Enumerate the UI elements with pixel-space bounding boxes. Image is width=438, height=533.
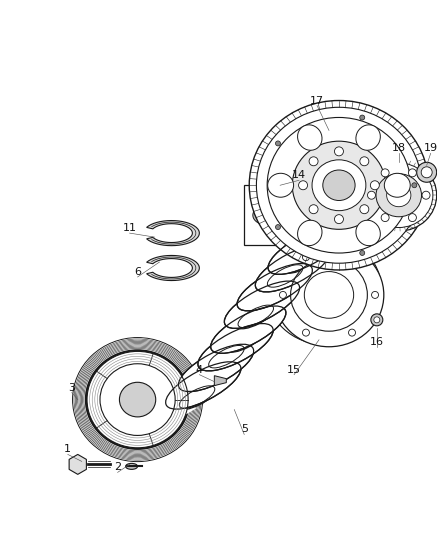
Ellipse shape	[267, 117, 411, 253]
Ellipse shape	[274, 243, 384, 347]
Ellipse shape	[268, 227, 343, 274]
Polygon shape	[69, 455, 86, 474]
Circle shape	[381, 169, 389, 177]
Ellipse shape	[297, 220, 322, 246]
Circle shape	[335, 215, 343, 224]
Circle shape	[408, 214, 417, 222]
Ellipse shape	[255, 245, 331, 292]
Ellipse shape	[236, 304, 276, 329]
Text: 15: 15	[287, 365, 301, 375]
Circle shape	[367, 191, 375, 199]
Text: 5: 5	[241, 424, 248, 434]
Circle shape	[421, 167, 432, 178]
Ellipse shape	[207, 344, 246, 369]
Circle shape	[279, 292, 286, 298]
Text: 6: 6	[134, 267, 141, 277]
Circle shape	[360, 157, 369, 166]
Polygon shape	[147, 255, 199, 280]
Ellipse shape	[237, 263, 312, 311]
Circle shape	[303, 254, 309, 261]
Ellipse shape	[356, 220, 380, 246]
Polygon shape	[253, 205, 280, 225]
Circle shape	[371, 292, 378, 298]
Ellipse shape	[376, 174, 421, 217]
Text: 14: 14	[292, 170, 306, 180]
Ellipse shape	[297, 125, 322, 150]
Ellipse shape	[249, 101, 429, 270]
Circle shape	[412, 183, 417, 188]
Ellipse shape	[290, 259, 367, 331]
Ellipse shape	[365, 163, 433, 228]
Ellipse shape	[256, 107, 421, 263]
Text: 18: 18	[392, 143, 406, 154]
Ellipse shape	[178, 344, 254, 392]
Circle shape	[276, 141, 280, 146]
Text: 19: 19	[424, 143, 438, 154]
Text: 2: 2	[114, 463, 121, 472]
Ellipse shape	[312, 160, 366, 211]
Ellipse shape	[198, 324, 273, 371]
Ellipse shape	[166, 362, 241, 409]
Ellipse shape	[387, 184, 411, 207]
Ellipse shape	[356, 125, 380, 150]
Circle shape	[408, 169, 417, 177]
Circle shape	[303, 329, 309, 336]
Ellipse shape	[293, 225, 333, 250]
Circle shape	[309, 157, 318, 166]
Text: 17: 17	[310, 95, 324, 106]
Circle shape	[360, 251, 365, 255]
Text: 11: 11	[123, 223, 137, 233]
Circle shape	[374, 317, 380, 323]
Ellipse shape	[120, 382, 156, 417]
Circle shape	[417, 163, 437, 182]
Ellipse shape	[163, 413, 176, 422]
Polygon shape	[164, 400, 198, 422]
Circle shape	[335, 147, 343, 156]
Circle shape	[299, 181, 307, 190]
Polygon shape	[282, 205, 309, 225]
Circle shape	[381, 214, 389, 222]
Ellipse shape	[87, 351, 188, 448]
Ellipse shape	[265, 263, 305, 288]
Ellipse shape	[177, 385, 217, 409]
Polygon shape	[147, 221, 199, 246]
Ellipse shape	[323, 170, 355, 200]
Ellipse shape	[247, 282, 283, 305]
Ellipse shape	[100, 364, 175, 435]
Circle shape	[360, 115, 365, 120]
Circle shape	[349, 254, 356, 261]
Ellipse shape	[73, 338, 202, 462]
Text: 1: 1	[64, 445, 71, 455]
Circle shape	[349, 329, 356, 336]
Ellipse shape	[268, 173, 293, 197]
Circle shape	[371, 314, 383, 326]
Ellipse shape	[361, 159, 437, 231]
Circle shape	[360, 205, 369, 214]
Bar	[244, 185, 316, 245]
Circle shape	[309, 205, 318, 214]
Circle shape	[371, 181, 379, 190]
Circle shape	[422, 191, 430, 199]
Ellipse shape	[292, 141, 385, 229]
Ellipse shape	[384, 173, 410, 197]
Circle shape	[276, 224, 280, 230]
Text: 3: 3	[68, 383, 75, 393]
Ellipse shape	[227, 330, 263, 352]
Ellipse shape	[304, 272, 353, 318]
Polygon shape	[214, 376, 226, 386]
Ellipse shape	[211, 306, 286, 353]
Ellipse shape	[224, 281, 300, 328]
Text: 16: 16	[370, 337, 384, 347]
Ellipse shape	[126, 463, 138, 470]
Ellipse shape	[285, 251, 321, 273]
Text: 4: 4	[196, 365, 203, 375]
Ellipse shape	[188, 363, 224, 385]
